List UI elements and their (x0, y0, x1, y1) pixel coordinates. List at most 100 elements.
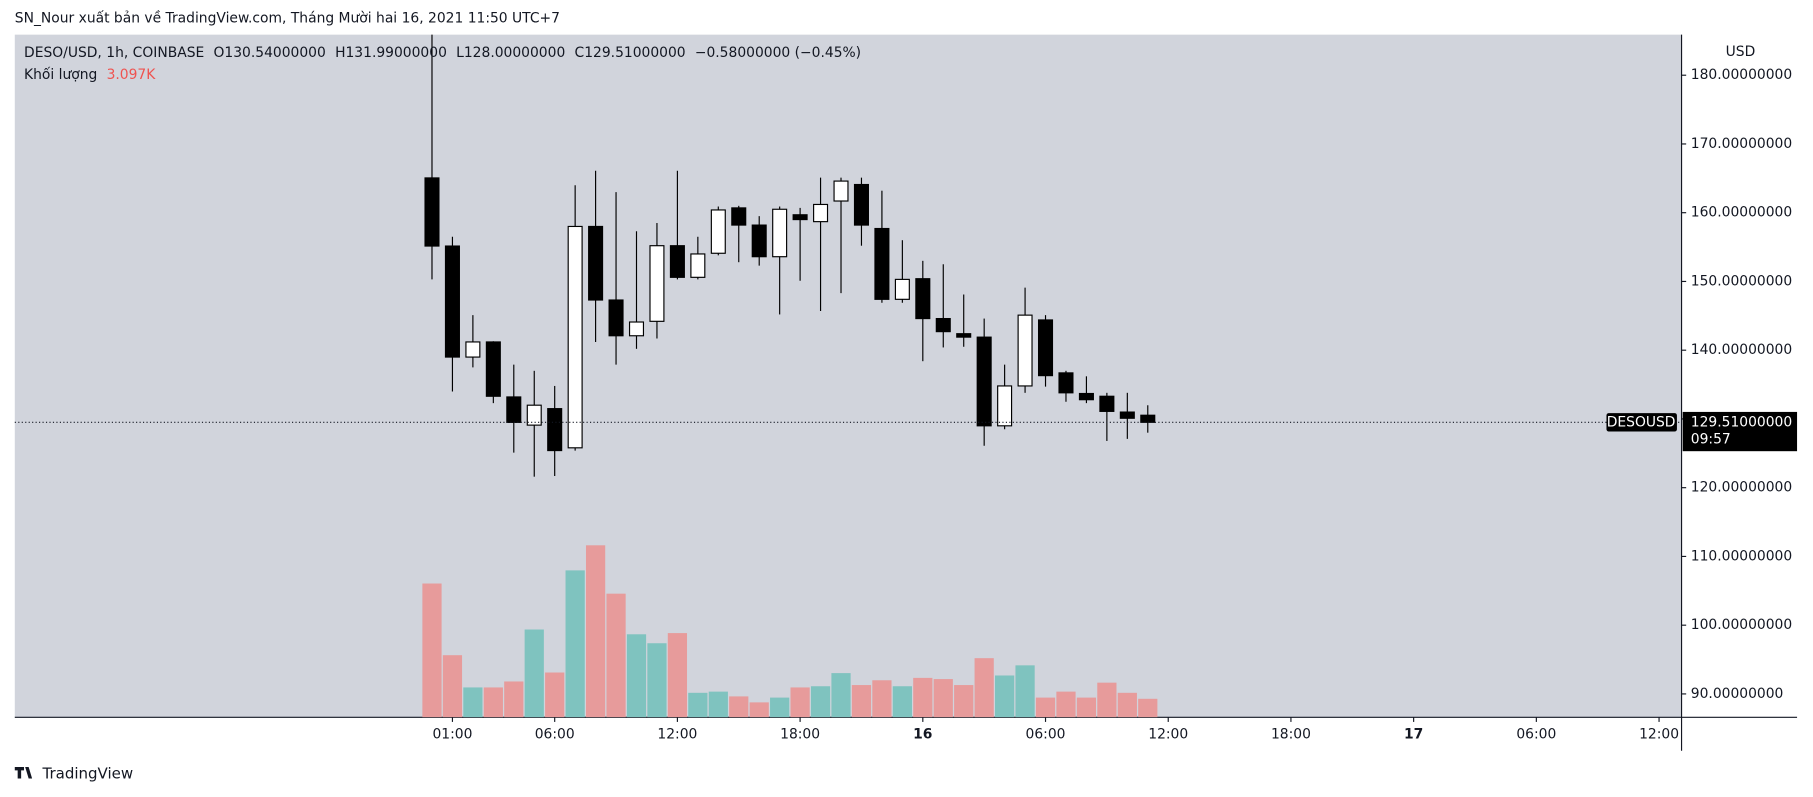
candle-body (976, 336, 992, 427)
y-tick-label: 150.00000000 (1691, 273, 1792, 289)
x-tick-label: 12:00 (1148, 727, 1188, 743)
plot-background (14, 34, 1682, 718)
candle-body (894, 278, 910, 300)
candle-body (506, 396, 522, 423)
volume-bar (1097, 682, 1117, 718)
volume-bar (647, 643, 667, 718)
o-letter: O (213, 45, 224, 61)
volume-bar (1076, 697, 1097, 718)
candle-body (853, 183, 869, 226)
change: −0.58000000 (−0.45%) (695, 45, 861, 61)
volume-bar (1035, 697, 1056, 718)
volume-bar (626, 634, 647, 718)
x-tick-label: 01:00 (432, 727, 472, 743)
volume-bar (422, 583, 442, 718)
candle-body (874, 227, 890, 300)
volume-bar (790, 687, 810, 718)
volume-bar (892, 686, 912, 718)
volume-bar (1138, 698, 1158, 718)
candle-body (1078, 392, 1094, 401)
volume-bar (463, 687, 483, 718)
volume-bar (913, 677, 933, 718)
symbol: DESO/USD, 1h, COINBASE (24, 45, 204, 61)
candle-body (547, 408, 563, 452)
candle-body (997, 385, 1013, 427)
y-tick-label: 170.00000000 (1691, 136, 1792, 152)
candle-body (588, 225, 604, 301)
plot (422, 34, 1158, 718)
candle-body (833, 180, 849, 202)
candle-body (915, 278, 931, 320)
volume-title: Khối lượng (24, 66, 97, 83)
y-tick-label: 110.00000000 (1691, 548, 1792, 564)
candle-body (444, 245, 460, 358)
volume-bar (933, 679, 953, 718)
volume-bar (954, 685, 974, 718)
candle-body (1119, 411, 1135, 419)
y-tick-label: 160.00000000 (1691, 205, 1792, 221)
candle-body (792, 214, 808, 221)
x-tick-label: 18:00 (1271, 727, 1311, 743)
volume-bar (606, 593, 626, 718)
price-axis (1681, 34, 1798, 751)
volume-bar (810, 686, 831, 718)
x-tick-label: 17 (1404, 727, 1423, 743)
l-letter: L (456, 45, 464, 61)
close-value: 129.51000000 (584, 45, 685, 61)
volume-bar (504, 681, 524, 718)
candle-body (669, 245, 685, 278)
x-tick-label: 06:00 (1516, 727, 1556, 743)
candle-body (813, 203, 829, 223)
candle-body (1017, 314, 1033, 387)
c-letter: C (575, 45, 585, 61)
x-tick-label: 12:00 (1639, 727, 1679, 743)
candle-body (465, 341, 481, 358)
volume-bar (524, 629, 544, 718)
volume-bar (1015, 665, 1035, 718)
open-value: 130.54000000 (224, 45, 325, 61)
high-value: 131.99000000 (345, 45, 446, 61)
candle-body (1058, 372, 1074, 394)
logo (14, 766, 33, 779)
volume-bar (851, 685, 872, 718)
volume-bar (729, 696, 749, 718)
x-tick-label: 12:00 (657, 727, 697, 743)
candle-body (935, 317, 951, 333)
y-tick-label: 140.00000000 (1691, 342, 1792, 358)
volume-bar (974, 658, 994, 718)
h-letter: H (335, 45, 345, 61)
candle-body (690, 253, 706, 278)
candle-body (649, 245, 665, 322)
countdown: 09:57 (1691, 432, 1731, 448)
volume-bar (995, 675, 1015, 718)
low-value: 128.00000000 (464, 45, 565, 61)
candle-body (1099, 395, 1115, 412)
footer-brand: TradingView (42, 764, 134, 782)
volume-bar (872, 680, 892, 718)
candle-body (710, 209, 726, 254)
publisher: SN_Nour xuất bản về TradingView.com, Thá… (15, 9, 560, 26)
y-tick-label: 180.00000000 (1691, 67, 1792, 83)
candle-body (628, 321, 645, 337)
candle-body (424, 177, 440, 247)
candle-body (1037, 319, 1054, 377)
volume-bar (708, 691, 728, 718)
price-label: 129.51000000 (1691, 414, 1792, 430)
legend: DESO/USD, 1h, COINBASE O130.54000000 H131.… (24, 45, 861, 61)
time-axis (14, 717, 1682, 751)
candle-body (608, 299, 624, 337)
y-tick-label: 100.00000000 (1691, 617, 1792, 633)
overlay: 90.00000000 100.00000000 110.00000000 120.0… (14, 67, 1798, 743)
candle-body (567, 225, 583, 449)
volume-bar (688, 692, 708, 718)
volume-legend: Khối lượng 3.097K (24, 66, 156, 83)
volume-bar (483, 687, 503, 718)
candle-body (751, 224, 767, 258)
volume-bar (585, 545, 606, 718)
volume-bar (565, 570, 585, 718)
volume-bar (667, 633, 688, 718)
price-tag-box (1606, 413, 1677, 432)
candle-body (956, 333, 972, 338)
volume-bar (1117, 692, 1137, 718)
